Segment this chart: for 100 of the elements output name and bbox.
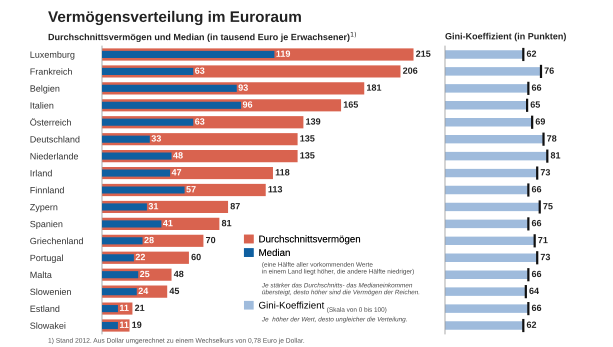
data-label: 63 — [195, 67, 204, 74]
bar — [445, 152, 548, 160]
bar — [445, 270, 528, 279]
data-label: 65 — [530, 101, 540, 108]
data-label: 78 — [547, 135, 556, 142]
y-tick-label: Belgien — [30, 85, 60, 94]
bar — [102, 305, 118, 312]
bar — [102, 220, 162, 228]
data-label: 28 — [144, 236, 154, 244]
bar — [445, 186, 528, 194]
bar — [102, 118, 194, 126]
bar — [102, 50, 274, 58]
data-label: 45 — [170, 288, 180, 294]
bar — [102, 271, 138, 278]
y-tick-label: Malta — [30, 271, 52, 278]
data-label: 66 — [532, 304, 542, 312]
bar — [445, 254, 538, 262]
data-label: 11 — [120, 322, 129, 328]
data-label: 76 — [544, 67, 554, 74]
bar — [102, 84, 237, 92]
data-label: 22 — [136, 254, 146, 260]
data-label: 66 — [532, 220, 542, 226]
data-label: 135 — [300, 135, 315, 142]
data-label: 19 — [132, 322, 142, 328]
data-label: 47 — [172, 169, 182, 176]
data-label: 69 — [536, 118, 546, 125]
data-label: 66 — [532, 186, 542, 192]
y-tick-label: Griechenland — [30, 238, 83, 244]
y-tick-label: Luxemburg — [30, 51, 74, 60]
data-label: 66 — [532, 270, 542, 278]
bar — [445, 84, 528, 93]
data-label: 135 — [300, 152, 315, 159]
bar — [445, 50, 524, 59]
bar — [445, 304, 528, 313]
data-label: 11 — [120, 304, 129, 311]
data-label: 64 — [529, 288, 539, 294]
bar — [445, 287, 526, 296]
data-label: 63 — [195, 118, 204, 125]
bar — [445, 321, 524, 330]
data-label: 48 — [173, 152, 183, 159]
data-label: 81 — [550, 152, 560, 159]
data-label: 113 — [268, 186, 282, 192]
data-label: 48 — [174, 270, 184, 278]
y-tick-label: Portugal — [30, 254, 63, 263]
chart-title: Vermögensverteilung im Euroraum — [48, 10, 301, 26]
data-label: 41 — [162, 220, 173, 226]
y-tick-label: Irland — [30, 170, 52, 176]
data-label: 93 — [238, 84, 248, 91]
data-label: 87 — [230, 202, 240, 210]
data-label: 60 — [191, 254, 201, 260]
data-label: 62 — [526, 322, 536, 328]
data-label: 24 — [138, 288, 148, 294]
y-tick-label: Niederlande — [30, 152, 78, 160]
y-tick-label: Österreich — [30, 118, 71, 126]
chart-title: Gini-Koeffizient (in Punkten) — [445, 32, 566, 42]
y-tick-label: Frankreich — [30, 68, 72, 75]
data-label: 71 — [538, 236, 548, 244]
data-label: 75 — [543, 203, 553, 210]
bar — [445, 67, 541, 76]
data-label: 215 — [416, 50, 431, 57]
bar — [445, 168, 538, 178]
legend-label: Gini-Koeffizient — [259, 302, 324, 309]
bar — [445, 101, 528, 110]
bar — [445, 118, 532, 126]
data-label: 21 — [134, 304, 144, 311]
bar — [445, 236, 535, 246]
legend-label: Durchschnittsvermögen — [259, 235, 360, 244]
data-label: 139 — [306, 118, 320, 125]
y-tick-label: Estland — [30, 305, 60, 312]
bar — [102, 288, 137, 296]
bar — [102, 136, 150, 143]
data-label: 66 — [532, 84, 542, 91]
bar — [102, 254, 134, 262]
data-label: 181 — [367, 84, 382, 91]
y-tick-label: Slowenien — [30, 288, 71, 296]
data-label: 81 — [222, 220, 232, 226]
data-label: 206 — [402, 67, 418, 74]
data-label: 73 — [540, 254, 550, 260]
bar — [102, 203, 147, 210]
data-label: 62 — [526, 50, 536, 57]
data-label: 31 — [148, 202, 158, 210]
bar — [102, 237, 143, 244]
y-tick-label: Deutschland — [30, 136, 80, 143]
y-tick-label: Slowakei — [30, 322, 66, 329]
data-label: 57 — [186, 186, 196, 192]
data-label: 70 — [206, 236, 216, 244]
bar — [102, 102, 242, 109]
y-tick-label: Spanien — [30, 220, 62, 230]
data-label: 33 — [151, 135, 161, 142]
data-label: 96 — [242, 101, 252, 108]
y-tick-label: Finnland — [30, 186, 64, 194]
bar — [445, 134, 544, 144]
legend-label: Median — [259, 248, 290, 256]
y-tick-label: Zypern — [30, 204, 58, 212]
data-label: 25 — [140, 270, 150, 278]
data-label: 118 — [276, 169, 290, 176]
data-label: 165 — [344, 101, 358, 108]
y-tick-label: Italien — [30, 102, 54, 109]
bar — [445, 220, 528, 228]
bar — [445, 202, 540, 212]
